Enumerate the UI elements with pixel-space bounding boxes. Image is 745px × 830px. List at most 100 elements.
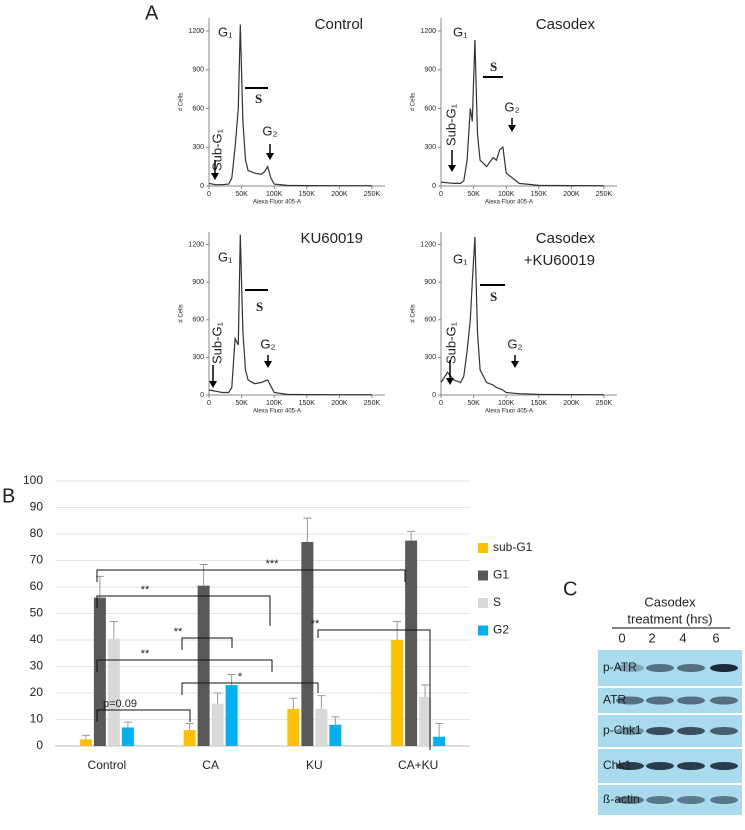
x-tick-label: 50K (467, 191, 480, 198)
x-tick-label: 200K (563, 400, 580, 407)
legend-swatch (478, 570, 488, 581)
error-bar (213, 692, 222, 704)
significance-label: ** (174, 626, 183, 638)
y-tick-label: 0 (200, 183, 204, 190)
error-bar (393, 620, 402, 640)
histogram-line (208, 24, 372, 187)
chart-title: KU60019 (300, 230, 363, 247)
x-axis-label: Alexa Fluor 405-A (485, 200, 533, 206)
x-tick-label: 100K (498, 400, 515, 407)
annotation: G₁ (218, 24, 233, 39)
arrow-head (448, 165, 456, 172)
y-tick-label: 600 (192, 105, 204, 112)
significance-label: * (238, 671, 243, 683)
annotation: G₂ (260, 336, 275, 351)
y-tick-label: 20 (30, 685, 44, 699)
y-tick-label: 0 (200, 392, 204, 399)
y-tick-label: 70 (30, 553, 44, 567)
bracket (181, 682, 319, 695)
y-tick-label: 100 (23, 473, 43, 487)
error-bar (407, 530, 416, 541)
annotation: S (490, 59, 497, 74)
error-bar (289, 697, 298, 709)
x-tick-label: 0 (207, 191, 211, 198)
x-tick-label: 250K (364, 191, 381, 198)
blot-band (677, 762, 705, 770)
blot-band (710, 664, 738, 672)
blot-band (677, 796, 705, 804)
annotation: G₂ (262, 123, 277, 138)
annotation: G₁ (453, 251, 468, 266)
histogram-line (440, 236, 605, 396)
x-tick-label: 0 (439, 400, 443, 407)
error-bar (421, 684, 430, 697)
bar (391, 640, 404, 746)
y-tick-label: 10 (30, 712, 44, 726)
y-axis-label: # Cells (411, 304, 417, 322)
x-tick-label: 150K (299, 191, 316, 198)
x-tick-label: Control (88, 758, 127, 772)
x-tick-label: 0 (439, 191, 443, 198)
y-tick-label: 60 (30, 579, 44, 593)
y-tick-label: 900 (424, 67, 436, 74)
legend-label: G1 (493, 568, 509, 582)
x-tick-label: 200K (563, 191, 580, 198)
x-tick-label: 0 (207, 400, 211, 407)
blot-band (646, 696, 674, 705)
blot-band (710, 762, 738, 770)
annotation: Sub-G₁ (443, 321, 458, 364)
error-bar (331, 716, 340, 725)
x-tick-label: 50K (235, 191, 248, 198)
bar (301, 541, 314, 746)
blot-band (677, 664, 705, 672)
annotation: S (255, 91, 262, 106)
error-bar (81, 734, 90, 740)
arrow-head (511, 361, 519, 368)
arrow-head (264, 361, 272, 368)
y-tick-label: 50 (30, 606, 44, 620)
significance-label: *** (266, 558, 280, 570)
arrow-head (446, 378, 454, 385)
lane-label: 2 (648, 630, 655, 645)
arrow-head (508, 125, 516, 132)
bracket (317, 629, 431, 750)
y-tick-label: 1200 (188, 241, 204, 248)
error-bar (185, 722, 194, 731)
blot-header: Casodex (644, 594, 696, 609)
bar (225, 685, 238, 746)
legend-label: sub-G1 (493, 540, 533, 554)
bracket (96, 569, 406, 582)
row-label: Chk1 (603, 758, 631, 772)
y-tick-label: 30 (30, 659, 44, 673)
bracket (181, 637, 233, 650)
y-tick-label: 1200 (420, 28, 436, 35)
annotation: G₂ (507, 336, 522, 351)
row-label: p-Chk1 (603, 723, 642, 737)
bar (287, 708, 300, 746)
y-tick-label: 300 (192, 354, 204, 361)
arrow-head (209, 381, 217, 388)
annotation: Sub-G₁ (443, 103, 458, 146)
annotation: Sub-G₁ (209, 128, 224, 171)
x-axis-label: Alexa Fluor 405-A (253, 409, 301, 415)
error-bar (199, 563, 208, 586)
bar (405, 540, 418, 746)
y-tick-label: 1200 (188, 28, 204, 35)
arrow-head (266, 153, 274, 160)
bar (121, 727, 134, 746)
blot-band (616, 762, 644, 770)
y-tick-label: 80 (30, 526, 44, 540)
bar (183, 730, 196, 746)
blot-band (646, 727, 674, 735)
bar (211, 703, 224, 746)
blot-band (616, 796, 644, 804)
y-tick-label: 600 (424, 105, 436, 112)
bar (79, 739, 92, 746)
chart-title: Casodex (536, 16, 596, 33)
y-tick-label: 600 (192, 317, 204, 324)
legend-label: S (493, 595, 501, 609)
annotation: S (256, 299, 263, 314)
y-tick-label: 0 (432, 183, 436, 190)
x-axis-label: Alexa Fluor 405-A (485, 409, 533, 415)
blot-band (616, 727, 644, 735)
